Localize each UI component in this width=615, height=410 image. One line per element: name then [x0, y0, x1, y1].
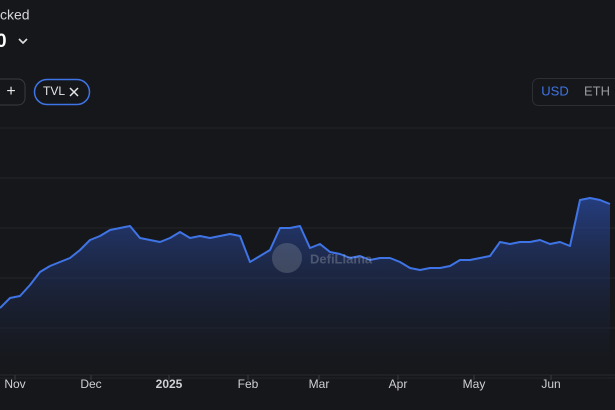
area-line — [0, 197, 611, 309]
tvl-chip-border — [33, 78, 91, 106]
tvl-chip-label: TVL — [43, 84, 65, 98]
tvl-chip-close[interactable] — [69, 87, 79, 97]
header-value: 0 — [0, 31, 7, 52]
x-tick-label: May — [463, 377, 486, 391]
add-button-label: + — [6, 83, 15, 100]
area-fill — [0, 198, 610, 378]
x-tick-label: Jun — [541, 377, 560, 391]
currency-toggle-border — [532, 78, 615, 106]
x-tick-label: Apr — [389, 377, 408, 391]
currency-usd[interactable]: USD — [541, 83, 568, 98]
dropdown-chevron[interactable] — [18, 38, 28, 45]
plot: Nov Dec 2025 Feb Mar Apr May Jun — [0, 127, 615, 391]
x-tick-label: Nov — [4, 377, 25, 391]
watermark-logo — [272, 243, 302, 273]
x-tick-label: Feb — [238, 377, 259, 391]
watermark-text: DefiLlama — [310, 251, 373, 266]
x-tick-label: 2025 — [156, 377, 183, 391]
add-button-border — [0, 78, 26, 106]
x-tick-label: Mar — [309, 377, 330, 391]
currency-toggle: USD ETH — [532, 78, 615, 106]
header-title: cked — [0, 7, 30, 23]
tvl-chip[interactable]: TVL — [33, 78, 91, 106]
x-tick-label: Dec — [80, 377, 101, 391]
watermark: DefiLlama — [272, 243, 373, 273]
currency-eth[interactable]: ETH — [584, 83, 610, 98]
add-button[interactable]: + — [0, 78, 26, 106]
